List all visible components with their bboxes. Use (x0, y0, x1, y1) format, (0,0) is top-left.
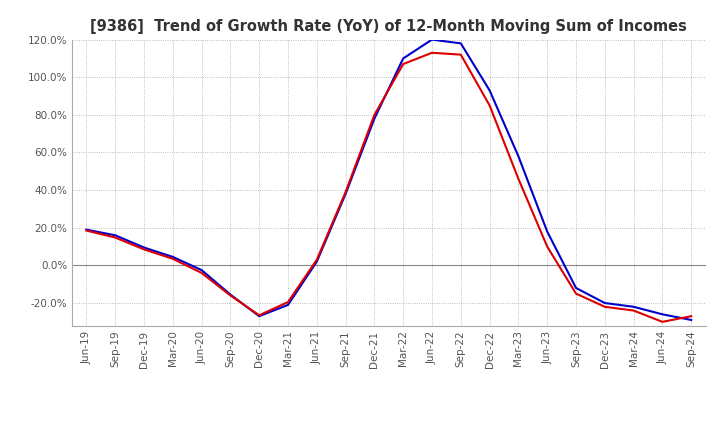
Ordinary Income Growth Rate (255, 314, 264, 319)
Ordinary Income Growth Rate (543, 229, 552, 234)
Net Income Growth Rate (370, 112, 379, 117)
Line: Ordinary Income Growth Rate: Ordinary Income Growth Rate (86, 40, 691, 320)
Ordinary Income Growth Rate (140, 245, 148, 250)
Ordinary Income Growth Rate (82, 227, 91, 232)
Net Income Growth Rate (572, 291, 580, 296)
Ordinary Income Growth Rate (514, 154, 523, 159)
Ordinary Income Growth Rate (658, 312, 667, 317)
Ordinary Income Growth Rate (168, 254, 177, 260)
Ordinary Income Growth Rate (399, 56, 408, 61)
Net Income Growth Rate (428, 50, 436, 55)
Ordinary Income Growth Rate (428, 37, 436, 42)
Ordinary Income Growth Rate (312, 259, 321, 264)
Ordinary Income Growth Rate (226, 292, 235, 297)
Ordinary Income Growth Rate (370, 116, 379, 121)
Net Income Growth Rate (140, 247, 148, 252)
Ordinary Income Growth Rate (111, 233, 120, 238)
Net Income Growth Rate (341, 189, 350, 194)
Net Income Growth Rate (82, 228, 91, 233)
Ordinary Income Growth Rate (687, 317, 696, 323)
Net Income Growth Rate (514, 176, 523, 181)
Net Income Growth Rate (284, 300, 292, 305)
Net Income Growth Rate (197, 270, 206, 275)
Ordinary Income Growth Rate (456, 41, 465, 46)
Ordinary Income Growth Rate (284, 302, 292, 308)
Net Income Growth Rate (543, 244, 552, 249)
Net Income Growth Rate (168, 256, 177, 261)
Net Income Growth Rate (687, 314, 696, 319)
Ordinary Income Growth Rate (485, 88, 494, 93)
Net Income Growth Rate (111, 235, 120, 240)
Net Income Growth Rate (600, 304, 609, 309)
Title: [9386]  Trend of Growth Rate (YoY) of 12-Month Moving Sum of Incomes: [9386] Trend of Growth Rate (YoY) of 12-… (91, 19, 687, 34)
Net Income Growth Rate (629, 308, 638, 313)
Ordinary Income Growth Rate (600, 301, 609, 306)
Net Income Growth Rate (485, 103, 494, 108)
Line: Net Income Growth Rate: Net Income Growth Rate (86, 53, 691, 322)
Ordinary Income Growth Rate (197, 268, 206, 273)
Net Income Growth Rate (456, 52, 465, 57)
Net Income Growth Rate (226, 293, 235, 298)
Net Income Growth Rate (658, 319, 667, 324)
Ordinary Income Growth Rate (572, 285, 580, 290)
Ordinary Income Growth Rate (341, 191, 350, 197)
Net Income Growth Rate (255, 312, 264, 318)
Net Income Growth Rate (399, 62, 408, 67)
Net Income Growth Rate (312, 257, 321, 262)
Ordinary Income Growth Rate (629, 304, 638, 309)
